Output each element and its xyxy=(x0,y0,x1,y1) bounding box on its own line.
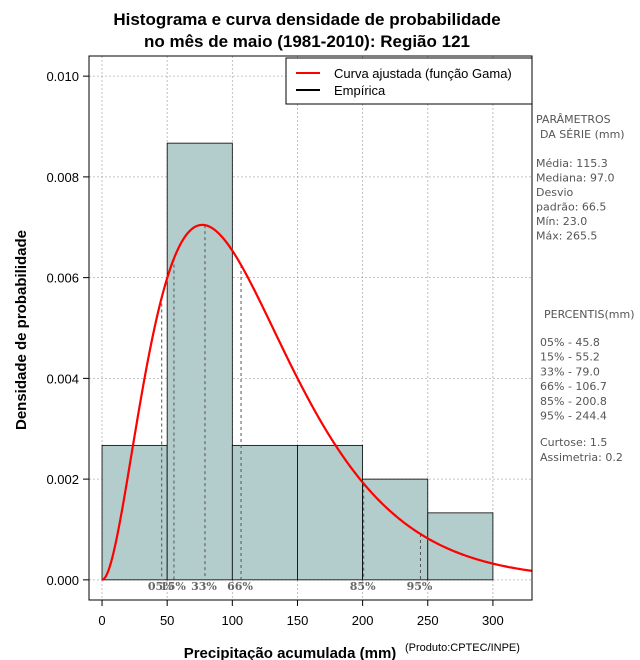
param-line: Mediana: 97.0 xyxy=(536,172,614,185)
legend: Curva ajustada (função Gama) Empírica xyxy=(285,57,533,105)
y-axis: 0.000 0.002 0.004 0.006 0.008 0.010 xyxy=(46,69,89,588)
percentile-label: 95% xyxy=(407,580,433,593)
param-line: Desvio xyxy=(536,186,574,199)
percentil-line: 85% - 200.8 xyxy=(540,395,607,408)
histogram-bar xyxy=(166,142,233,581)
legend-label-fit: Curva ajustada (função Gama) xyxy=(334,66,512,81)
histogram-bar xyxy=(427,512,494,581)
percentile-label: 05% xyxy=(148,580,174,593)
y-tick-label: 0.004 xyxy=(46,371,79,386)
param-line: Mín: 23.0 xyxy=(536,215,587,228)
percentis-title: PERCENTIS(mm) xyxy=(544,308,635,321)
param-line: Média: 115.3 xyxy=(536,157,608,170)
percentile-label: 66% xyxy=(227,580,253,593)
histogram-bars xyxy=(101,142,494,581)
y-tick-label: 0.000 xyxy=(46,573,79,588)
percentil-line: 15% - 55.2 xyxy=(540,351,600,364)
y-tick-label: 0.002 xyxy=(46,472,79,487)
gamma-curve xyxy=(101,223,533,581)
param-line: padrão: 66.5 xyxy=(536,201,606,214)
x-tick-label: 250 xyxy=(417,613,439,628)
plot-frame xyxy=(88,55,533,601)
y-tick-label: 0.010 xyxy=(46,69,79,84)
percentile-label: 85% xyxy=(350,580,376,593)
x-tick-label: 0 xyxy=(98,613,105,628)
percentil-line: 33% - 79.0 xyxy=(540,365,600,378)
params-title: PARÂMETROS xyxy=(536,113,611,126)
param-line: Máx: 265.5 xyxy=(536,230,597,243)
y-tick-label: 0.008 xyxy=(46,170,79,185)
x-tick-label: 200 xyxy=(352,613,374,628)
curtose-value: Curtose: 1.5 xyxy=(540,436,607,449)
histogram-bar xyxy=(297,444,364,581)
percentil-line: 66% - 106.7 xyxy=(540,380,607,393)
x-tick-label: 300 xyxy=(482,613,504,628)
percentil-line: 05% - 45.8 xyxy=(540,336,600,349)
assimetria-value: Assimetria: 0.2 xyxy=(540,451,623,464)
percentil-line: 95% - 244.4 xyxy=(540,410,607,423)
legend-box xyxy=(285,57,533,105)
percentile-lines: 05%15% 33% 66% 85% 95% xyxy=(148,225,433,593)
chart-title-line1: Histograma e curva densidade de probabil… xyxy=(113,10,500,29)
x-tick-label: 150 xyxy=(287,613,309,628)
histogram-bar xyxy=(231,444,298,581)
chart-title-line2: no mês de maio (1981-2010): Região 121 xyxy=(144,32,470,51)
y-axis-label: Densidade de probabilidade xyxy=(13,230,30,430)
percentile-label: 33% xyxy=(191,580,217,593)
y-tick-label: 0.006 xyxy=(46,271,79,286)
credit-label: (Produto:CPTEC/INPE) xyxy=(405,642,520,654)
percentile-label: 15% xyxy=(160,580,186,593)
x-axis-label: Precipitação acumulada (mm) xyxy=(184,645,397,660)
x-tick-label: 100 xyxy=(221,613,243,628)
x-tick-label: 50 xyxy=(160,613,174,628)
x-axis: 0 50 100 150 200 250 300 xyxy=(98,600,504,628)
percentis-list: 05% - 45.8 15% - 55.233% - 79.0 66% - 106.… xyxy=(540,336,607,423)
legend-label-empirical: Empírica xyxy=(334,83,386,98)
side-panel: PARÂMETROS DA SÉRIE (mm) Média: 115.3 Med… xyxy=(536,113,635,464)
params-subtitle: DA SÉRIE (mm) xyxy=(540,128,625,141)
